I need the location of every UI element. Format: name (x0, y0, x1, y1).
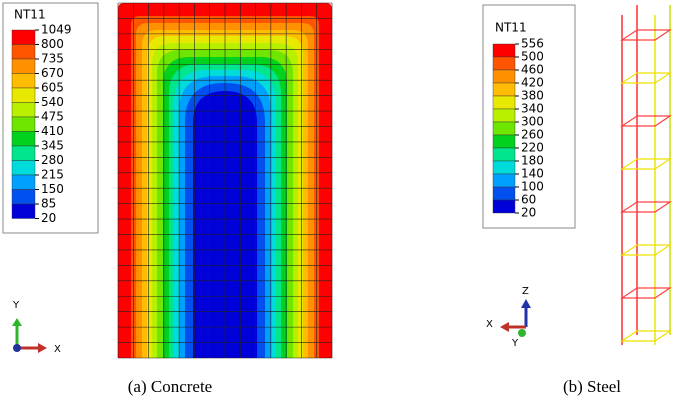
legend-label: 100 (521, 180, 544, 194)
legend-label: 800 (41, 37, 64, 51)
legend-label: 220 (521, 141, 544, 155)
legend-swatch (492, 199, 516, 214)
legend-swatch (492, 108, 516, 123)
legend-swatch (492, 173, 516, 188)
axis-label: Z (522, 286, 529, 297)
legend-label: 20 (41, 211, 56, 225)
legend-label: 605 (41, 81, 64, 95)
stirrup (620, 287, 672, 299)
legend-label: 340 (521, 102, 544, 116)
stirrup (620, 201, 672, 213)
legend-label: 540 (41, 95, 64, 109)
legend-label: 300 (521, 115, 544, 129)
axis-label: X (54, 344, 61, 355)
concrete-contour (117, 2, 333, 359)
legend-label: 670 (41, 66, 64, 80)
legend-swatch (11, 160, 36, 176)
legend-swatch (492, 43, 516, 58)
caption: (a) Concrete (128, 377, 212, 396)
legend-label: 260 (521, 128, 544, 142)
legend-swatch (11, 58, 36, 74)
legend-label: 460 (521, 63, 544, 77)
axis-label: Y (12, 300, 20, 311)
legend-label: 280 (41, 153, 64, 167)
legend-swatch (492, 121, 516, 136)
legend-title: NT11 (14, 8, 46, 22)
legend-label: 85 (41, 197, 56, 211)
legend-swatch (11, 73, 36, 89)
legend-swatch (492, 95, 516, 110)
axis-label: X (486, 319, 493, 330)
legend-swatch (492, 56, 516, 71)
stirrup (620, 115, 672, 127)
legend-swatch (11, 189, 36, 205)
legend-label: 150 (41, 182, 64, 196)
legend-swatch (11, 44, 36, 60)
legend-label: 735 (41, 52, 64, 66)
legend-title: NT11 (495, 21, 527, 35)
axis-triad: Y X (12, 300, 61, 355)
legend-swatch (492, 147, 516, 162)
legend-swatch (492, 186, 516, 201)
stirrup (620, 330, 672, 342)
legend-swatch (11, 29, 36, 45)
steel-cage (620, 5, 672, 345)
legend-swatch (11, 131, 36, 147)
legend-label: 345 (41, 139, 64, 153)
stirrup (620, 158, 672, 170)
stirrup (620, 29, 672, 41)
legend-label: 500 (521, 50, 544, 64)
legend-label: 20 (521, 206, 536, 220)
caption: (b) Steel (563, 377, 621, 396)
legend-swatch (11, 174, 36, 190)
axis-label: Y (511, 338, 519, 349)
stirrup (620, 244, 672, 256)
legend-swatch (492, 82, 516, 97)
legend-label: 410 (41, 124, 64, 138)
legend-label: 215 (41, 168, 64, 182)
legend-swatch (492, 134, 516, 149)
axis-triad: Z X Y (486, 286, 531, 349)
legend-swatch (11, 203, 36, 219)
legend-label: 380 (521, 89, 544, 103)
legend-label: 180 (521, 154, 544, 168)
legend-label: 60 (521, 193, 536, 207)
legend-swatch (11, 87, 36, 103)
legend-label: 1049 (41, 23, 72, 37)
legend-swatch (11, 145, 36, 161)
legend-label: 140 (521, 167, 544, 181)
legend-swatch (11, 116, 36, 132)
legend-label: 475 (41, 110, 64, 124)
legend-swatch (492, 160, 516, 175)
legend-swatch (11, 102, 36, 118)
stirrup (620, 72, 672, 84)
legend-swatch (492, 69, 516, 84)
legend-label: 556 (521, 37, 544, 51)
legend-label: 420 (521, 76, 544, 90)
